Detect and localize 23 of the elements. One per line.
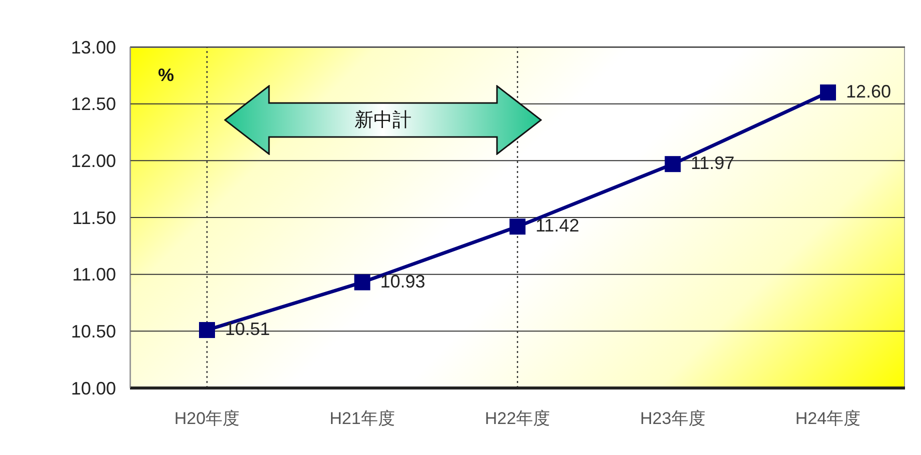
point: [820, 84, 836, 100]
data-label: 11.42: [536, 216, 580, 236]
data-label: 10.93: [380, 271, 426, 292]
x-tick-label: H24年度: [795, 409, 861, 428]
y-axis-title: %: [158, 65, 174, 86]
double-arrow: 新中計: [224, 85, 542, 155]
point: [664, 156, 681, 172]
data-label: 12.60: [846, 81, 892, 102]
y-tick-label: 13.00: [70, 37, 116, 58]
x-tick-label: H20年度: [174, 409, 240, 428]
point: [199, 322, 215, 338]
x-tick-label: H22年度: [484, 409, 550, 428]
y-tick-label: 12.00: [70, 151, 116, 172]
y-tick-label: 12.50: [70, 94, 116, 114]
y-tick-label: 10.50: [70, 322, 116, 342]
y-tick-label: 11.50: [72, 208, 116, 228]
x-tick-label: H23年度: [640, 409, 706, 428]
point: [354, 274, 370, 290]
x-tick-label: H21年度: [330, 409, 395, 428]
annotation: 新中計: [354, 109, 412, 133]
point: [510, 218, 526, 235]
y-tick-label: 10.00: [70, 378, 116, 398]
y-tick-label: 11.00: [72, 264, 116, 285]
